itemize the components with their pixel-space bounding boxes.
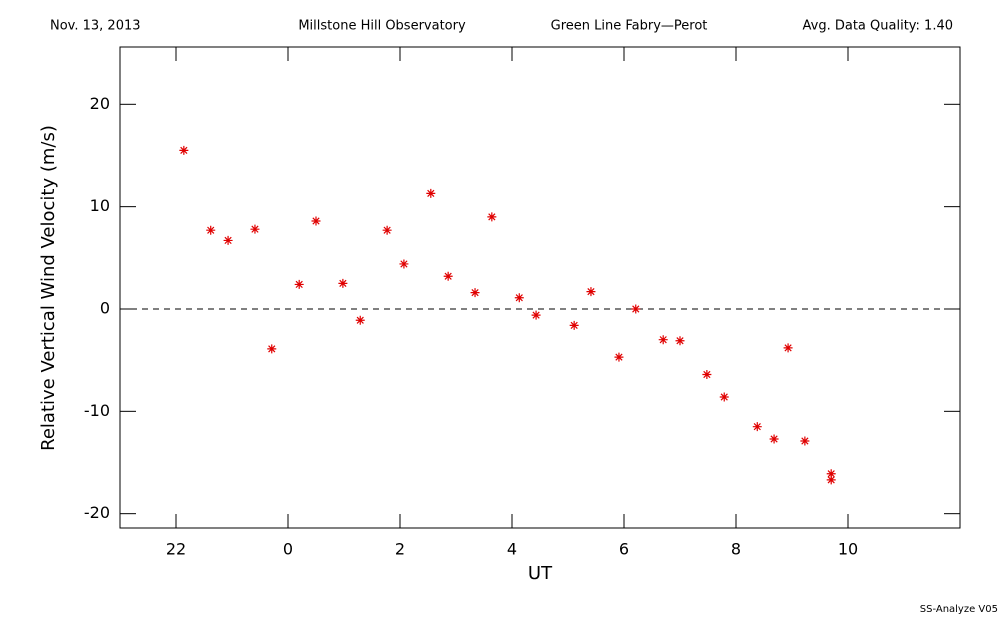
y-tick-label: 0 bbox=[100, 298, 110, 317]
observatory: Millstone Hill Observatory bbox=[298, 19, 466, 34]
marker bbox=[569, 320, 579, 330]
marker bbox=[514, 293, 524, 303]
marker bbox=[614, 352, 624, 362]
date: Nov. 13, 2013 bbox=[50, 19, 141, 34]
marker bbox=[675, 336, 685, 346]
x-tick-label: 22 bbox=[166, 540, 186, 559]
marker bbox=[470, 288, 480, 298]
marker bbox=[531, 310, 541, 320]
marker bbox=[382, 225, 392, 235]
y-tick-label: 10 bbox=[90, 196, 110, 215]
plot-frame bbox=[119, 46, 961, 529]
marker bbox=[719, 392, 729, 402]
marker bbox=[206, 225, 216, 235]
marker bbox=[800, 436, 810, 446]
marker bbox=[783, 343, 793, 353]
marker bbox=[426, 188, 436, 198]
y-tick-label: -10 bbox=[84, 401, 110, 420]
marker bbox=[631, 304, 641, 314]
marker bbox=[752, 422, 762, 432]
marker bbox=[294, 279, 304, 289]
x-tick-label: 0 bbox=[283, 540, 293, 559]
marker bbox=[826, 469, 836, 479]
instrument: Green Line Fabry—Perot bbox=[551, 19, 708, 34]
x-tick-label: 10 bbox=[838, 540, 858, 559]
marker bbox=[338, 278, 348, 288]
marker bbox=[179, 145, 189, 155]
marker bbox=[267, 344, 277, 354]
marker bbox=[702, 369, 712, 379]
marker bbox=[658, 335, 668, 345]
footer: SS-Analyze V05 bbox=[920, 604, 998, 615]
x-tick-label: 6 bbox=[619, 540, 629, 559]
marker bbox=[586, 287, 596, 297]
marker bbox=[250, 224, 260, 234]
y-tick-label: 20 bbox=[90, 94, 110, 113]
marker bbox=[826, 475, 836, 485]
x-tick-label: 4 bbox=[507, 540, 517, 559]
marker bbox=[311, 216, 321, 226]
marker bbox=[487, 212, 497, 222]
marker bbox=[399, 259, 409, 269]
marker bbox=[769, 434, 779, 444]
marker bbox=[355, 315, 365, 325]
x-tick-label: 8 bbox=[731, 540, 741, 559]
y-tick-label: -20 bbox=[84, 503, 110, 522]
y-axis-label: Relative Vertical Wind Velocity (m/s) bbox=[38, 125, 59, 451]
x-tick-label: 2 bbox=[395, 540, 405, 559]
x-axis-label: UT bbox=[528, 563, 553, 584]
marker bbox=[443, 271, 453, 281]
data-quality: Avg. Data Quality: 1.40 bbox=[803, 19, 953, 34]
marker bbox=[223, 235, 233, 245]
